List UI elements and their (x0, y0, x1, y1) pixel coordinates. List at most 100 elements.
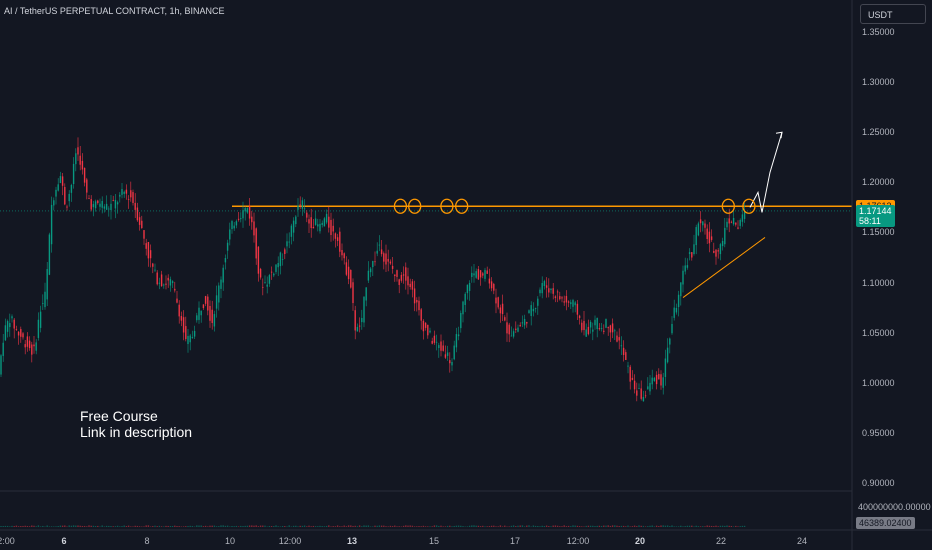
candle-body (174, 288, 176, 291)
volume-bar (182, 526, 185, 527)
volume-bar (583, 526, 585, 527)
candle-body (578, 315, 581, 319)
volume-bar (50, 526, 53, 527)
candle-body (6, 321, 9, 332)
candle-body (13, 319, 15, 329)
candle-body (583, 320, 585, 330)
price-tick-label: 1.05000 (862, 327, 895, 338)
candle-body (506, 322, 508, 334)
candle-body (9, 323, 11, 328)
candle-body (90, 199, 92, 210)
candle-body (585, 329, 587, 337)
volume-bar (202, 526, 205, 527)
volume-bar (552, 525, 554, 527)
candle-body (308, 219, 310, 224)
candle-body (523, 318, 526, 326)
volume-bar (563, 525, 565, 527)
volume-bar (429, 526, 431, 527)
candle-body (664, 358, 667, 377)
touch-circle[interactable] (393, 198, 408, 214)
candle-body (693, 244, 695, 254)
volume-bar (163, 526, 165, 527)
candle-body (154, 269, 156, 271)
candle-body (680, 282, 682, 297)
volume-bar (224, 525, 227, 527)
candle-body (374, 261, 376, 263)
volume-bar (453, 525, 455, 527)
volume-bar (198, 525, 200, 527)
touch-circle[interactable] (440, 198, 454, 214)
candle-body (572, 300, 574, 307)
touch-circle[interactable] (742, 198, 756, 214)
volume-bar (112, 526, 114, 527)
currency-button[interactable]: USDT (860, 4, 926, 24)
time-tick-label: 22 (715, 536, 727, 546)
candle-body (416, 299, 418, 303)
time-tick-label: 20 (634, 536, 646, 546)
touch-circle[interactable] (721, 198, 735, 214)
candle-body (627, 365, 629, 367)
volume-bar (248, 525, 251, 527)
volume-bar (138, 526, 141, 527)
candle-body (211, 309, 213, 324)
volume-bar (171, 525, 174, 527)
volume-bar (664, 525, 667, 527)
volume-bar (655, 525, 658, 527)
volume-bar (211, 525, 213, 527)
volume-bar (46, 525, 48, 527)
candle-body (684, 265, 686, 272)
support-trendline[interactable] (682, 237, 766, 298)
candle-body (55, 189, 57, 197)
candle-body (600, 328, 603, 329)
projection-path[interactable] (749, 132, 783, 213)
touch-circle[interactable] (408, 198, 422, 214)
candle-body (314, 218, 317, 225)
volume-bar (328, 525, 330, 527)
volume-bar (528, 525, 530, 527)
volume-bar (314, 526, 317, 527)
candle-body (622, 347, 625, 355)
candle-body (328, 216, 330, 228)
volume-bar (59, 525, 62, 527)
candle-body (178, 304, 180, 317)
volume-bar (185, 526, 187, 527)
volume-bar (693, 526, 695, 527)
volume-bar (523, 526, 526, 527)
candle-body (185, 326, 187, 340)
candle-body (163, 284, 165, 286)
touch-circle[interactable] (455, 198, 469, 214)
candle-body (92, 204, 95, 208)
candle-body (699, 219, 702, 224)
volume-bar (350, 525, 352, 527)
volume-bar (275, 525, 277, 527)
candle-body (48, 234, 51, 275)
volume-bar (209, 525, 211, 527)
candle-body (68, 193, 70, 202)
candle-body (79, 155, 81, 165)
candle-body (534, 308, 537, 309)
volume-bar (565, 526, 568, 527)
candle-body (407, 276, 409, 286)
volume-bar (317, 526, 319, 527)
candle-body (20, 329, 22, 337)
candle-body (596, 317, 598, 330)
candle-body (418, 300, 420, 311)
candle-body (638, 388, 640, 389)
candle-body (616, 335, 618, 342)
volume-bar (719, 525, 722, 527)
candle-body (466, 284, 469, 294)
volume-bar (369, 526, 372, 527)
volume-bar (440, 525, 442, 527)
volume-bar (363, 525, 365, 527)
candle-body (319, 223, 321, 232)
volume-bar (99, 526, 101, 527)
candle-body (171, 281, 174, 284)
volume-bar (446, 525, 449, 527)
volume-bar (391, 526, 394, 527)
volume-bar (213, 525, 216, 527)
price-tick-label: 1.00000 (862, 377, 895, 388)
volume-bar (726, 525, 728, 527)
candle-body (121, 189, 123, 195)
